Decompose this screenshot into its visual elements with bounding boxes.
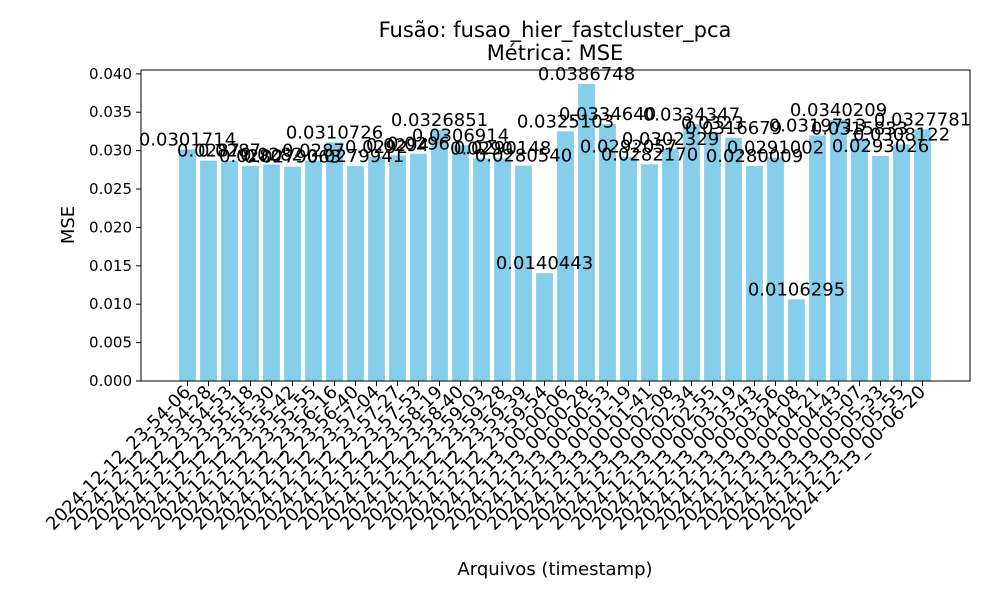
y-tick-label: 0.000 xyxy=(89,372,132,390)
bar xyxy=(242,165,259,381)
y-tick-label: 0.025 xyxy=(89,180,132,198)
y-tick-label: 0.005 xyxy=(89,334,132,352)
bar xyxy=(221,160,238,381)
y-tick-label: 0.015 xyxy=(89,257,132,275)
bar xyxy=(284,166,301,381)
chart-subtitle: Métrica: MSE xyxy=(487,41,624,65)
bar-value-label: 0.0334347 xyxy=(643,104,740,125)
chart-title: Fusão: fusao_hier_fastcluster_pca xyxy=(379,18,732,43)
bar xyxy=(725,137,742,381)
bar-value-label: 0.0325103 xyxy=(517,111,614,132)
y-tick-label: 0.040 xyxy=(89,65,132,83)
bar-value-label: 0.0280009 xyxy=(706,146,803,167)
y-tick-label: 0.010 xyxy=(89,295,132,313)
x-axis: 2024-12-12_23-54-062024-12-12_23-54-2820… xyxy=(42,381,930,535)
bar-value-label: 0.0292057 xyxy=(580,137,677,158)
bar xyxy=(683,124,700,381)
bar xyxy=(410,153,427,381)
bar-value-label: 0.0279063 xyxy=(244,147,341,168)
x-axis-label: Arquivos (timestamp) xyxy=(457,559,652,580)
bar xyxy=(347,166,364,381)
bar-value-label: 0.0340209 xyxy=(790,100,887,121)
bar-value-label: 0.0294 xyxy=(366,135,429,156)
bar xyxy=(368,156,385,381)
bar xyxy=(200,160,217,381)
bar-value-label: 0.0292 xyxy=(345,137,408,158)
bar-value-label: 0.0293026 xyxy=(832,136,929,157)
bar xyxy=(662,148,679,381)
bar-value-label: 0.0290148 xyxy=(454,138,551,159)
bar xyxy=(788,299,805,381)
bar xyxy=(641,164,658,381)
y-tick-label: 0.035 xyxy=(89,103,132,121)
bar xyxy=(809,135,826,381)
bar xyxy=(389,155,406,381)
bar-value-label: 0.0282 xyxy=(240,144,303,165)
bar-value-label: 0.0287 xyxy=(282,141,345,162)
bar xyxy=(431,130,448,381)
bar xyxy=(473,158,490,381)
bar xyxy=(704,132,721,381)
bar-value-label: 0.0308122 xyxy=(853,124,950,145)
bar xyxy=(767,157,784,381)
bar xyxy=(914,129,931,381)
bar xyxy=(452,145,469,381)
y-axis: 0.000 0.005 0.010 0.015 0.020 0.025 0.030 0.035… xyxy=(89,65,141,390)
bar-value-label: 0.0326851 xyxy=(391,110,488,131)
bar xyxy=(893,144,910,381)
bar-value-label: 0.0280 xyxy=(219,146,282,167)
bar-value-label: 0.0315833 xyxy=(811,118,908,139)
bar-value-label: 0.0302329 xyxy=(622,129,719,150)
bar xyxy=(536,273,553,381)
bar-value-label: 0.0301714 xyxy=(139,129,236,150)
bar-value-label: 0.0290 xyxy=(450,138,513,159)
bar-value-label: 0.0319713 xyxy=(769,115,866,136)
y-axis-label: MSE xyxy=(58,206,79,244)
bar xyxy=(179,149,196,381)
bar-value-label: 0.0323 xyxy=(681,113,744,134)
bar xyxy=(599,124,616,381)
bar xyxy=(830,119,847,381)
bar-value-label: 0.0316679 xyxy=(685,118,782,139)
bar-value-label: 0.0296 xyxy=(387,134,450,155)
bar-value-label: 0.0282170 xyxy=(601,144,698,165)
bar xyxy=(578,84,595,382)
bar xyxy=(494,158,511,381)
plot-area-frame xyxy=(140,69,971,382)
bar-value-label: 0.0291002 xyxy=(727,138,824,159)
bar xyxy=(851,138,868,381)
bar-value-label: 0.0280540 xyxy=(475,146,572,167)
bar-value-label: 0.0386748 xyxy=(538,64,635,85)
bar xyxy=(305,160,322,381)
bar-value-label: 0.0287 xyxy=(177,141,240,162)
bar xyxy=(746,165,763,381)
bar-value-label: 0.0279941 xyxy=(307,146,404,167)
bar-value-label: 0.0287 xyxy=(198,141,261,162)
bars-layer xyxy=(179,84,931,382)
bar xyxy=(620,156,637,381)
bar xyxy=(263,164,280,381)
bar xyxy=(326,142,343,381)
bar xyxy=(515,165,532,381)
bar-value-label: 0.0310726 xyxy=(286,122,383,143)
bar-value-label: 0.0327781 xyxy=(874,109,971,130)
bar-value-label: 0.0306914 xyxy=(412,125,509,146)
bar xyxy=(872,155,889,381)
data-labels-layer: 0.03017140.02870.02870.02800.02820.02790… xyxy=(139,64,971,300)
bar-value-label: 0.0140443 xyxy=(496,253,593,274)
bar-value-label: 0.0334640 xyxy=(559,104,656,125)
bar xyxy=(557,131,574,381)
y-tick-label: 0.030 xyxy=(89,142,132,160)
bar-value-label: 0.0106295 xyxy=(748,279,845,300)
y-tick-label: 0.020 xyxy=(89,218,132,236)
